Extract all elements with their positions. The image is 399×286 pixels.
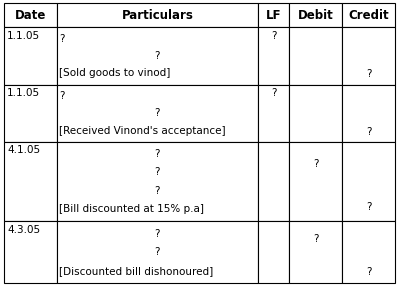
Text: 4.1.05: 4.1.05 [7,145,40,155]
Text: ?: ? [155,229,160,239]
Text: ?: ? [155,51,160,61]
Text: ?: ? [313,234,318,244]
Text: ?: ? [366,127,371,137]
Text: ?: ? [366,69,371,79]
Bar [342,27,395,85]
Text: ?: ? [366,202,371,212]
Text: ?: ? [155,247,160,257]
Text: [Sold goods to vinod]: [Sold goods to vinod] [59,68,170,78]
Bar [342,3,395,27]
Bar [57,3,258,27]
Bar [4,27,57,85]
Bar [342,142,395,221]
Bar [258,221,289,283]
Text: 4.3.05: 4.3.05 [7,225,40,235]
Text: ?: ? [155,108,160,118]
Text: Date: Date [15,9,46,21]
Text: ?: ? [271,88,277,98]
Text: [Received Vinond's acceptance]: [Received Vinond's acceptance] [59,126,225,136]
Text: LF: LF [266,9,282,21]
Text: Particulars: Particulars [122,9,194,21]
Text: ?: ? [366,267,371,277]
Text: [Discounted bill dishonoured]: [Discounted bill dishonoured] [59,266,213,276]
Text: Credit: Credit [348,9,389,21]
Bar [4,85,57,142]
Text: 1.1.05: 1.1.05 [7,31,40,41]
Bar [57,27,258,85]
Bar [4,3,57,27]
Bar [258,3,289,27]
Text: [Bill discounted at 15% p.a]: [Bill discounted at 15% p.a] [59,204,204,214]
Text: Debit: Debit [298,9,334,21]
Text: ?: ? [155,186,160,196]
Text: ?: ? [155,149,160,159]
Bar [289,27,342,85]
Bar [342,85,395,142]
Text: ?: ? [271,31,277,41]
Bar [342,221,395,283]
Bar [258,142,289,221]
Bar [289,142,342,221]
Text: ?: ? [59,91,64,101]
Text: ?: ? [59,33,64,43]
Bar [258,85,289,142]
Bar [57,85,258,142]
Text: 1.1.05: 1.1.05 [7,88,40,98]
Bar [4,142,57,221]
Bar [57,221,258,283]
Bar [258,27,289,85]
Text: ?: ? [313,159,318,169]
Bar [57,142,258,221]
Bar [289,221,342,283]
Text: ?: ? [155,167,160,177]
Bar [289,3,342,27]
Bar [289,85,342,142]
Bar [4,221,57,283]
